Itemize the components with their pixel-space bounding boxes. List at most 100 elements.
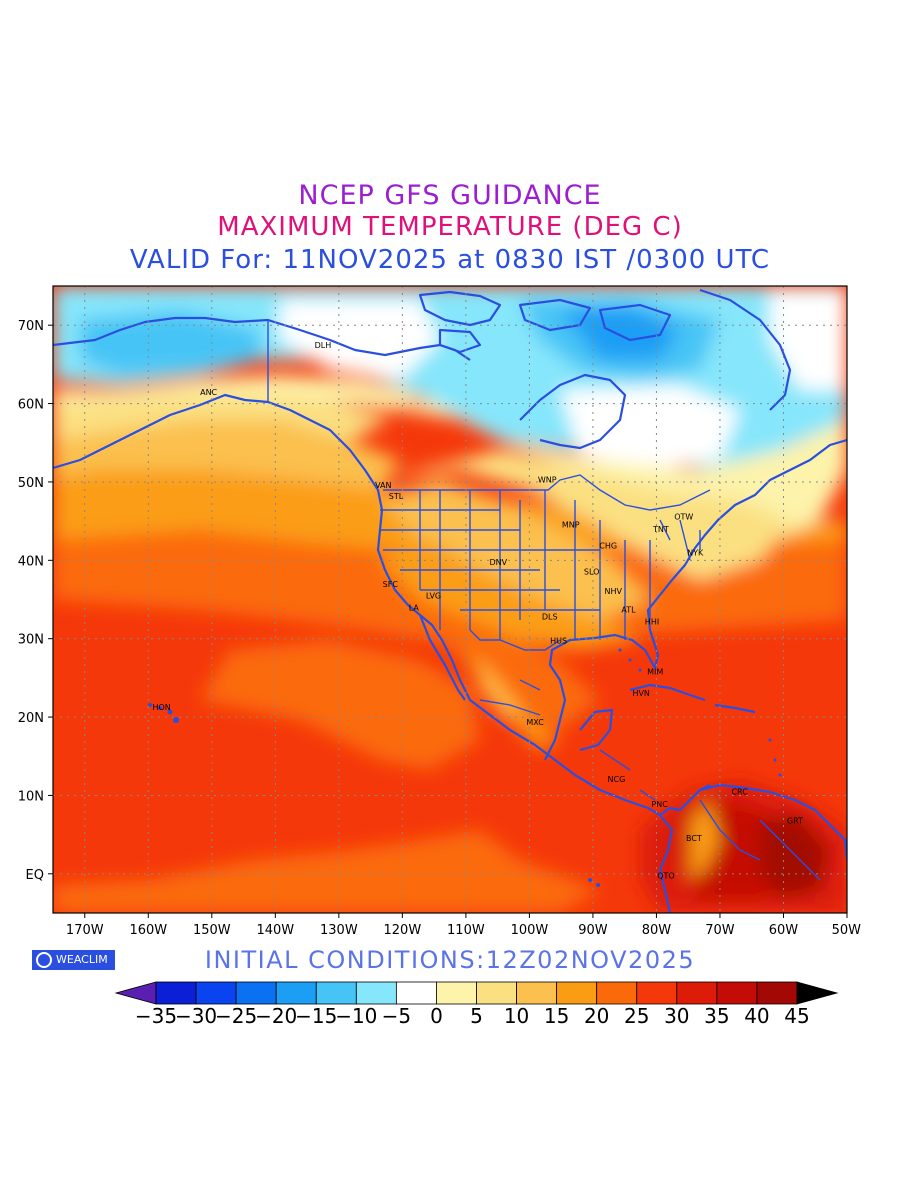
legend-swatch (155, 981, 197, 1005)
city-label-mnp: MNP (562, 520, 580, 529)
chart-subtitle: MAXIMUM TEMPERATURE (DEG C) (217, 212, 683, 242)
legend-label: −30 (175, 1004, 217, 1028)
lat-tick-label: 50N (18, 476, 44, 491)
temperature-field (53, 286, 847, 913)
city-label-atl: ATL (621, 606, 636, 615)
lon-tick-label: 50W (832, 923, 862, 938)
city-label-tnt: TNT (652, 525, 669, 534)
legend-swatch (436, 981, 477, 1005)
city-label-otw: OTW (674, 512, 693, 521)
legend-label: −10 (335, 1004, 377, 1028)
lat-tick-label: 60N (18, 398, 44, 413)
initial-conditions: INITIAL CONDITIONS:12Z02NOV2025 (204, 946, 696, 974)
legend-label: 10 (504, 1004, 529, 1028)
lon-tick-label: 130W (320, 923, 358, 938)
city-label-la: LA (409, 603, 420, 612)
legend-swatch (355, 981, 397, 1005)
legend-label: −35 (135, 1004, 177, 1028)
lon-tick-label: 90W (578, 923, 608, 938)
legend-swatch (676, 981, 718, 1005)
legend-label: 25 (624, 1004, 649, 1028)
city-label-wnp: WNP (538, 476, 557, 485)
chart-title: NCEP GFS GUIDANCE (298, 180, 602, 211)
city-label-chg: CHG (599, 541, 617, 550)
legend-swatch (275, 981, 317, 1005)
lon-tick-label: 80W (642, 923, 672, 938)
city-label-crc: CRC (731, 788, 748, 797)
lat-tick-label: 10N (18, 789, 44, 804)
city-labels: ANC DLH VAN STL WNP MNP TNT OTW CHG NYK DNV SFC LVG S… (152, 341, 803, 881)
legend-arrow-low (114, 981, 157, 1005)
city-label-nhv: NHV (605, 587, 623, 596)
city-label-stl: STL (389, 492, 404, 501)
legend-swatch (315, 981, 357, 1005)
lon-tick-label: 70W (705, 923, 735, 938)
legend-swatch (636, 981, 678, 1005)
city-label-mxc: MXC (526, 718, 544, 727)
city-label-sfc: SFC (383, 580, 399, 589)
city-label-hus: HUS (550, 636, 567, 645)
city-label-grt: GRT (787, 817, 803, 826)
legend-label: 40 (744, 1004, 769, 1028)
political-borders (267, 320, 821, 881)
logo-circle-icon (36, 952, 52, 968)
city-label-ncg: NCG (608, 775, 626, 784)
lat-tick-label: 30N (18, 633, 44, 648)
lon-tick-label: 150W (193, 923, 231, 938)
legend-swatch (195, 981, 237, 1005)
axis-labels: 70N 60N 50N 40N 30N 20N 10N EQ 170W 160W 150W 140W 1… (18, 319, 861, 938)
city-label-hvn: HVN (632, 689, 649, 698)
legend-label: 20 (584, 1004, 609, 1028)
city-label-mim: MIM (647, 668, 663, 677)
city-label-dlh: DLH (315, 341, 332, 350)
lon-tick-label: 60W (769, 923, 799, 938)
legend-label: −25 (215, 1004, 257, 1028)
coastlines (53, 288, 847, 913)
legend-label: 5 (470, 1004, 483, 1028)
weaclim-logo: WEACLIM (32, 950, 115, 970)
legend-label: −20 (255, 1004, 297, 1028)
legend-label: −15 (295, 1004, 337, 1028)
city-label-hon: HON (152, 703, 170, 712)
city-label-bct: BCT (686, 834, 702, 843)
lat-tick-label: 40N (18, 554, 44, 569)
legend-swatch (476, 981, 517, 1005)
legend-swatch (516, 981, 558, 1005)
city-label-slo: SLO (584, 567, 600, 576)
legend-labels: −35−30−25−20−15−10 −5 0 5 10 15 20 25 30 35 40 45 (135, 1004, 810, 1028)
lon-tick-label: 120W (384, 923, 422, 938)
lon-tick-label: 110W (447, 923, 485, 938)
legend-colorbar (114, 981, 839, 1005)
legend-label: 15 (544, 1004, 569, 1028)
city-label-dls: DLS (542, 613, 558, 622)
legend-label: 45 (784, 1004, 809, 1028)
legend-label: 35 (704, 1004, 729, 1028)
legend-swatch (556, 981, 598, 1005)
city-label-nyk: NYK (687, 548, 704, 557)
legend-swatch (235, 981, 277, 1005)
legend-swatch (596, 981, 638, 1005)
valid-time: VALID For: 11NOV2025 at 0830 IST /0300 U… (129, 245, 771, 275)
city-label-hhi: HHI (645, 617, 659, 626)
city-label-van: VAN (375, 481, 391, 490)
city-label-dnv: DNV (489, 558, 507, 567)
lat-tick-label: 20N (18, 711, 44, 726)
legend-arrow-high (796, 981, 839, 1005)
city-label-qto: QTO (657, 871, 674, 880)
city-label-pnc: PNC (651, 800, 668, 809)
legend-label: −5 (382, 1004, 411, 1028)
lon-tick-label: 100W (511, 923, 549, 938)
city-label-anc: ANC (200, 388, 217, 397)
map-frame (52, 285, 848, 914)
city-label-lvg: LVG (426, 592, 441, 601)
lon-tick-label: 160W (129, 923, 167, 938)
legend-label: 30 (664, 1004, 689, 1028)
legend-label: 0 (430, 1004, 443, 1028)
lat-tick-label: EQ (26, 868, 44, 883)
legend-swatch (756, 981, 798, 1005)
lat-tick-label: 70N (18, 319, 44, 334)
lon-tick-label: 170W (66, 923, 104, 938)
brand-name: WEACLIM (56, 953, 108, 966)
